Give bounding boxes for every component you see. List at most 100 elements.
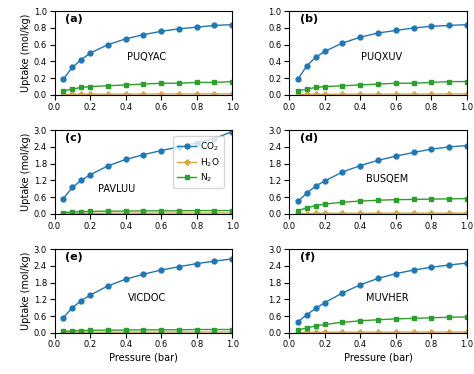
N$_2$ (410, 316, 416, 321)
H$_2$O (393, 330, 399, 334)
CO$_2$ (61, 315, 66, 320)
Line: N$_2$: N$_2$ (61, 208, 235, 215)
CO$_2$ (158, 268, 164, 272)
H$_2$O (87, 330, 93, 335)
CO$_2$ (464, 22, 470, 27)
CO$_2$ (393, 272, 399, 276)
CO$_2$ (357, 283, 363, 287)
CO$_2$ (375, 158, 381, 163)
N$_2$ (69, 329, 75, 333)
N$_2$ (428, 316, 434, 320)
N$_2$ (464, 315, 470, 319)
CO$_2$ (194, 261, 200, 266)
Line: N$_2$: N$_2$ (296, 196, 469, 213)
N$_2$ (375, 318, 381, 322)
CO$_2$ (322, 49, 328, 54)
N$_2$ (123, 328, 128, 332)
CO$_2$ (375, 276, 381, 280)
N$_2$ (339, 83, 345, 88)
N$_2$ (464, 79, 470, 84)
H$_2$O (87, 92, 93, 96)
N$_2$ (357, 319, 363, 323)
Line: CO$_2$: CO$_2$ (61, 129, 235, 201)
CO$_2$ (140, 33, 146, 37)
Line: N$_2$: N$_2$ (61, 327, 235, 334)
N$_2$ (176, 328, 182, 332)
N$_2$ (357, 83, 363, 87)
N$_2$ (158, 209, 164, 213)
H$_2$O (61, 211, 66, 216)
CO$_2$ (176, 264, 182, 269)
H$_2$O (158, 330, 164, 334)
CO$_2$ (211, 136, 217, 141)
Text: PUQYAC: PUQYAC (128, 52, 166, 62)
CO$_2$ (295, 319, 301, 324)
CO$_2$ (176, 145, 182, 149)
H$_2$O (123, 92, 128, 96)
H$_2$O (375, 330, 381, 334)
Text: (c): (c) (65, 133, 82, 142)
H$_2$O (446, 92, 452, 96)
H$_2$O (176, 211, 182, 215)
CO$_2$ (357, 163, 363, 168)
H$_2$O (69, 211, 75, 216)
H$_2$O (229, 211, 235, 215)
N$_2$ (428, 197, 434, 201)
Line: CO$_2$: CO$_2$ (296, 261, 469, 324)
N$_2$ (393, 197, 399, 202)
N$_2$ (61, 210, 66, 215)
CO$_2$ (140, 153, 146, 157)
Line: H$_2$O: H$_2$O (296, 329, 469, 335)
N$_2$ (78, 328, 84, 333)
N$_2$ (304, 206, 310, 210)
CO$_2$ (393, 154, 399, 158)
Text: (b): (b) (300, 14, 318, 24)
H$_2$O (140, 211, 146, 215)
H$_2$O (313, 92, 319, 96)
N$_2$ (229, 79, 235, 84)
Line: H$_2$O: H$_2$O (61, 329, 235, 335)
CO$_2$ (78, 178, 84, 183)
H$_2$O (313, 211, 319, 216)
Line: N$_2$: N$_2$ (296, 79, 469, 93)
H$_2$O (357, 211, 363, 215)
N$_2$ (105, 83, 111, 88)
N$_2$ (78, 85, 84, 90)
N$_2$ (176, 81, 182, 86)
N$_2$ (295, 208, 301, 213)
N$_2$ (339, 320, 345, 325)
N$_2$ (140, 328, 146, 332)
Line: N$_2$: N$_2$ (61, 79, 235, 93)
H$_2$O (194, 211, 200, 215)
H$_2$O (194, 330, 200, 334)
H$_2$O (464, 330, 470, 334)
N$_2$ (357, 199, 363, 203)
H$_2$O (313, 330, 319, 335)
CO$_2$ (87, 51, 93, 55)
H$_2$O (78, 92, 84, 96)
CO$_2$ (304, 64, 310, 68)
N$_2$ (393, 317, 399, 321)
H$_2$O (393, 92, 399, 96)
CO$_2$ (464, 143, 470, 148)
CO$_2$ (410, 268, 416, 272)
CO$_2$ (410, 150, 416, 155)
H$_2$O (304, 211, 310, 216)
Line: H$_2$O: H$_2$O (61, 211, 235, 216)
CO$_2$ (304, 312, 310, 317)
H$_2$O (322, 330, 328, 335)
H$_2$O (78, 211, 84, 216)
N$_2$ (313, 85, 319, 90)
N$_2$ (313, 203, 319, 208)
CO$_2$ (140, 272, 146, 276)
N$_2$ (322, 85, 328, 89)
Text: BUSQEM: BUSQEM (366, 174, 408, 184)
Y-axis label: Uptake (mol/kg): Uptake (mol/kg) (21, 14, 31, 92)
N$_2$ (211, 80, 217, 85)
CO$_2$ (123, 157, 128, 162)
CO$_2$ (105, 164, 111, 168)
CO$_2$ (322, 300, 328, 305)
Text: MUVHER: MUVHER (365, 293, 408, 303)
Line: H$_2$O: H$_2$O (296, 92, 469, 97)
N$_2$ (87, 85, 93, 89)
